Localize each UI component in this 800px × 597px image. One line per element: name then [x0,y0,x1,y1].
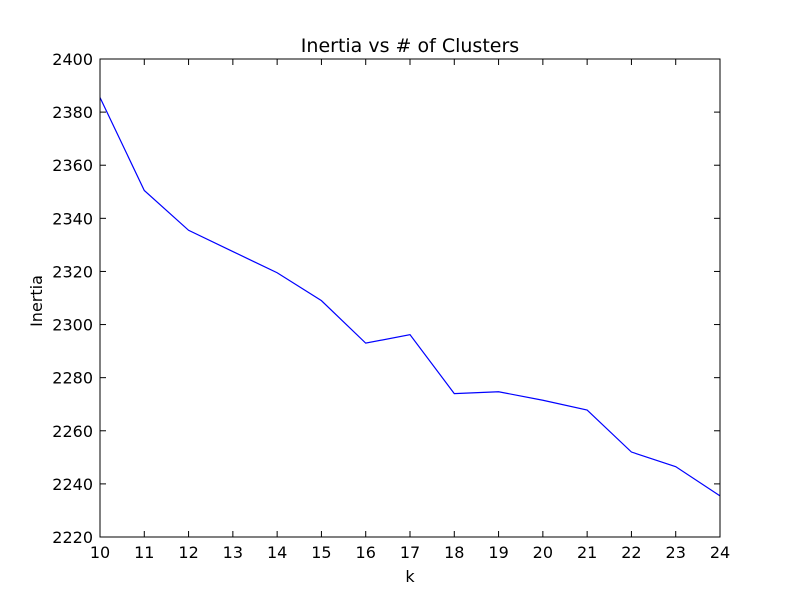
y-tick-label: 2340 [52,209,93,228]
x-tick-label: 19 [488,543,508,562]
y-axis: 2220 2240 2260 2280 2300 2320 2340 2360 2380 2400 [52,50,720,547]
x-tick-label: 22 [621,543,641,562]
x-tick-label: 17 [400,543,420,562]
x-axis: 10 11 12 13 14 15 16 17 18 19 20 21 22 23 24 [90,59,730,562]
y-tick-label: 2400 [52,50,93,69]
x-tick-label: 15 [311,543,331,562]
y-tick-label: 2320 [52,262,93,281]
y-tick-label: 2260 [52,422,93,441]
x-tick-label: 11 [134,543,154,562]
x-tick-label: 10 [90,543,110,562]
x-tick-label: 14 [267,543,287,562]
x-tick-label: 18 [444,543,464,562]
x-tick-label: 21 [577,543,597,562]
x-tick-label: 13 [223,543,243,562]
y-axis-label: Inertia [27,275,46,327]
y-tick-label: 2380 [52,103,93,122]
y-tick-label: 2280 [52,369,93,388]
x-tick-label: 20 [533,543,553,562]
x-tick-label: 16 [356,543,376,562]
y-tick-label: 2240 [52,475,93,494]
plot-frame [99,58,721,538]
x-tick-label: 23 [666,543,686,562]
chart-title: Inertia vs # of Clusters [301,35,519,57]
series-line [99,97,721,497]
x-axis-label: k [405,567,415,586]
y-tick-label: 2360 [52,156,93,175]
y-tick-label: 2220 [52,528,93,547]
y-tick-label: 2300 [52,316,93,335]
x-tick-label: 12 [178,543,198,562]
plot-area [99,58,721,538]
x-tick-label: 24 [710,543,730,562]
